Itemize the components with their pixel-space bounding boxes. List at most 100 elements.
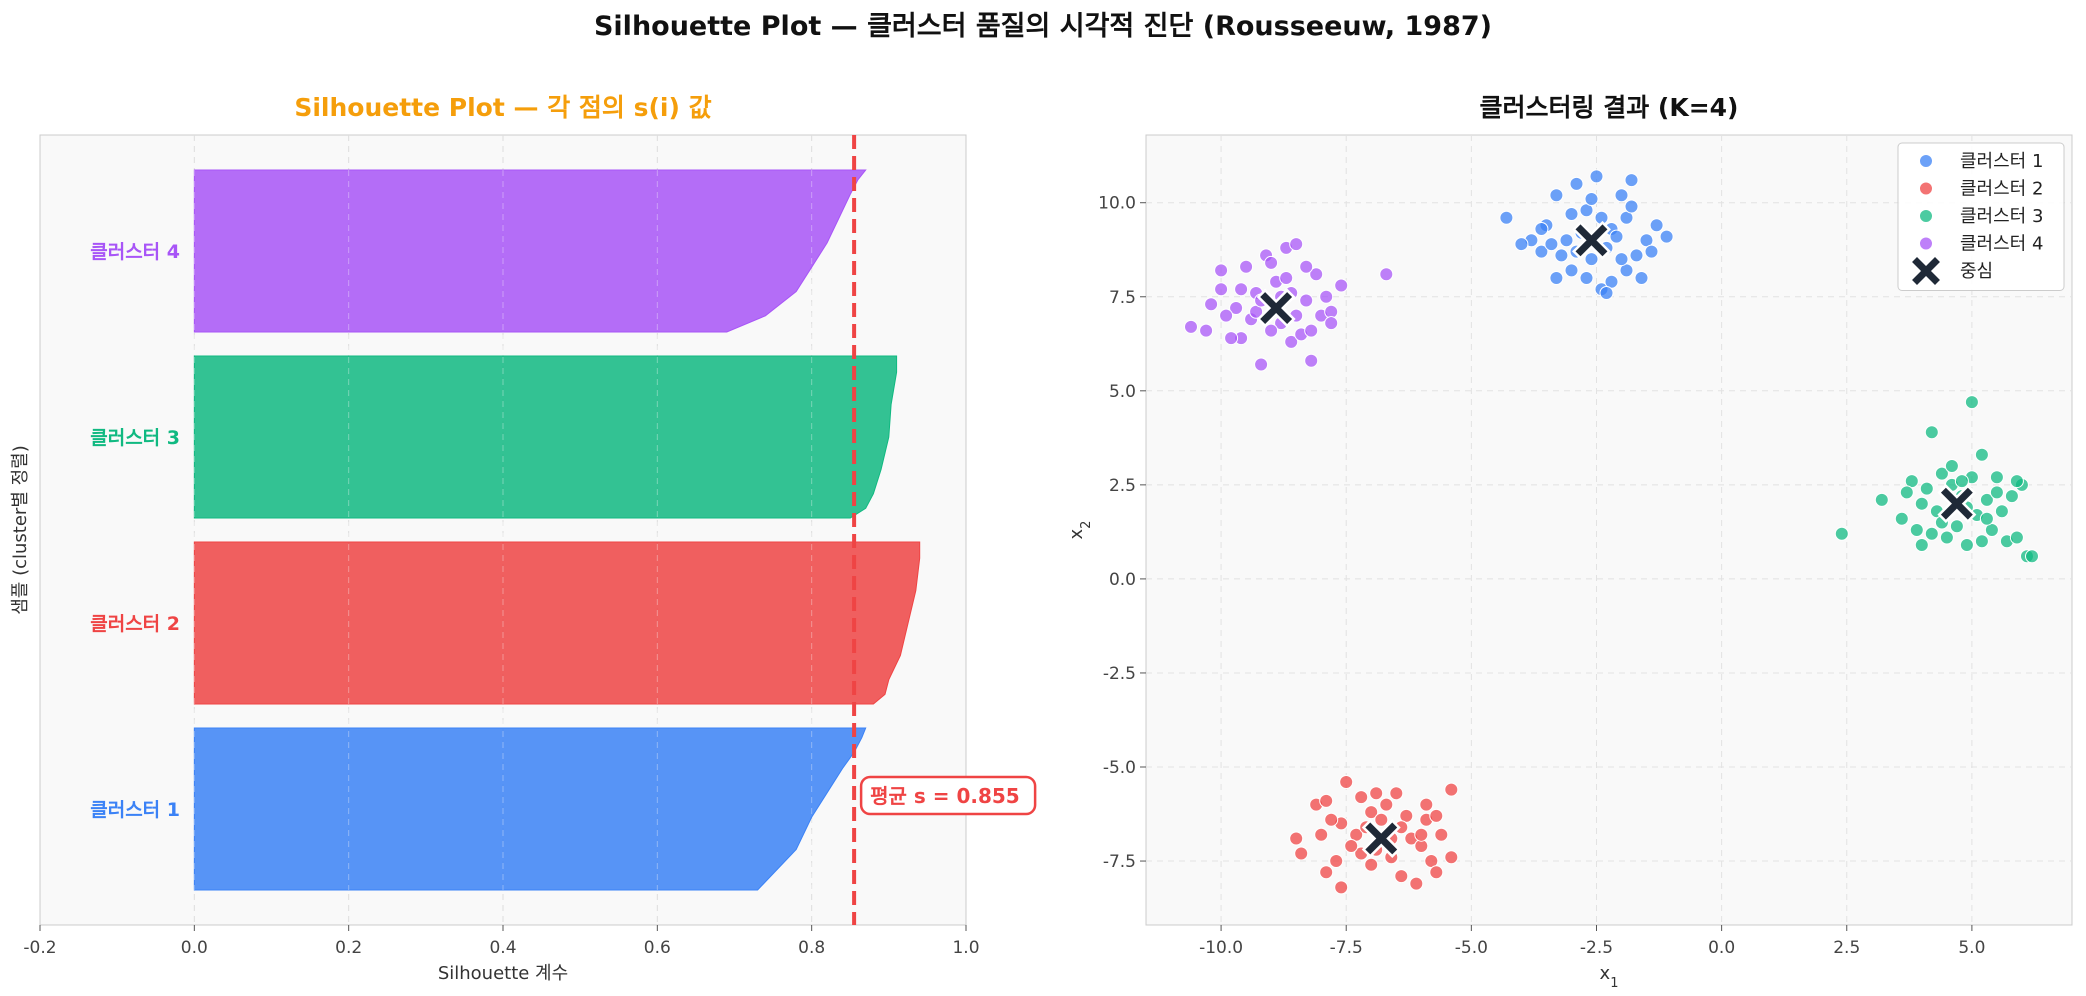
centroid-marker-cluster-3-mark — [1940, 487, 1973, 520]
scatter-y-label-sub: 2 — [1079, 521, 1094, 529]
scatter-point-cluster-3 — [2004, 489, 2019, 504]
scatter-point-cluster-4 — [1219, 308, 1234, 323]
silhouette-area-cluster-4 — [193, 169, 867, 333]
legend-label-cluster-3: 클러스터 3 — [1960, 206, 2043, 227]
scatter-point-cluster-3 — [1979, 511, 1994, 526]
scatter-point-cluster-4 — [1184, 319, 1198, 334]
silhouette-cluster-label-3: 클러스터 3 — [90, 427, 180, 449]
legend-label-cluster-4: 클러스터 4 — [1960, 234, 2043, 255]
legend-label-centroid: 중심 — [1960, 261, 1993, 282]
scatter-point-cluster-2 — [1319, 793, 1334, 808]
scatter-point-cluster-3 — [1979, 492, 1994, 507]
scatter-point-cluster-4 — [1309, 267, 1324, 282]
scatter-point-cluster-3 — [1874, 492, 1889, 507]
scatter-x-tick-label: 2.5 — [1833, 938, 1860, 958]
scatter-point-cluster-3 — [1949, 519, 1964, 534]
scatter-point-cluster-2 — [1394, 869, 1409, 884]
scatter-point-cluster-2 — [1354, 790, 1369, 805]
scatter-point-cluster-4 — [1214, 263, 1229, 278]
scatter-points — [1184, 169, 2039, 895]
scatter-point-cluster-3 — [1909, 523, 1924, 537]
scatter-point-cluster-1 — [1564, 207, 1579, 221]
centroid-marker-cluster-1-mark — [1575, 224, 1608, 257]
scatter-point-cluster-3 — [2009, 530, 2024, 545]
silhouette-title: Silhouette Plot — 각 점의 s(i) 값 — [294, 93, 711, 122]
scatter-point-cluster-2 — [1289, 831, 1304, 846]
silhouette-cluster-label-2: 클러스터 2 — [90, 613, 180, 635]
scatter-point-cluster-2 — [1444, 850, 1459, 865]
scatter-point-cluster-1 — [1629, 248, 1644, 263]
scatter-x-tick-label: 0.0 — [1708, 938, 1735, 958]
silhouette-x-tick-label: 0.2 — [335, 938, 362, 958]
scatter-point-cluster-1 — [1609, 229, 1624, 244]
scatter-x-tick-label: -5.0 — [1455, 938, 1488, 958]
silhouette-cluster-label-4: 클러스터 4 — [90, 241, 180, 263]
scatter-point-cluster-2 — [1334, 880, 1349, 895]
scatter-panel: 클러스터링 결과 (K=4) -10.0 -7.5 -5.0 -2.5 0.0 2.5 5.… — [1066, 93, 2073, 991]
scatter-point-cluster-3 — [1964, 395, 1979, 410]
scatter-point-cluster-4 — [1334, 278, 1349, 293]
scatter-point-cluster-2 — [1364, 805, 1379, 820]
centroid-marker-cluster-3 — [1937, 484, 1977, 524]
scatter-y-tick-label: 0.0 — [1109, 570, 1136, 590]
scatter-point-cluster-2 — [1329, 854, 1344, 868]
scatter-point-cluster-2 — [1294, 846, 1309, 861]
legend-marker-centroid-mark — [1912, 257, 1940, 285]
scatter-centroids — [1256, 220, 1977, 858]
scatter-x-tick-label: -10.0 — [1199, 938, 1243, 958]
scatter-point-cluster-1 — [1644, 244, 1659, 259]
scatter-ticks: -10.0 -7.5 -5.0 -2.5 0.0 2.5 5.0 -7.5 -5.0 -2.5 0.… — [1098, 194, 1985, 958]
scatter-point-cluster-1 — [1579, 271, 1594, 285]
legend-marker-cluster-1 — [1919, 154, 1933, 168]
centroid-marker-cluster-2 — [1361, 818, 1401, 858]
scatter-point-cluster-2 — [1379, 797, 1394, 812]
scatter-point-cluster-4 — [1284, 334, 1299, 349]
scatter-x-tick-label: -2.5 — [1580, 938, 1613, 958]
legend-marker-centroid — [1908, 253, 1944, 289]
legend-marker-cluster-3 — [1919, 209, 1933, 223]
scatter-point-cluster-2 — [1344, 839, 1359, 853]
silhouette-area-cluster-1 — [193, 727, 867, 891]
silhouette-x-tick-label: 0.8 — [798, 938, 825, 958]
scatter-point-cluster-4 — [1319, 289, 1334, 304]
scatter-y-tick-label: 7.5 — [1109, 288, 1136, 308]
centroid-marker-cluster-2-mark — [1365, 822, 1398, 855]
scatter-point-cluster-4 — [1234, 282, 1249, 297]
scatter-point-cluster-4 — [1299, 293, 1314, 308]
legend-label-cluster-2: 클러스터 2 — [1960, 179, 2043, 200]
scatter-point-cluster-3 — [1919, 481, 1934, 496]
silhouette-panel: Silhouette Plot — 각 점의 s(i) 값 -0.2 0.0 0.2… — [10, 93, 1037, 984]
scatter-point-cluster-1 — [1544, 237, 1559, 252]
silhouette-area-cluster-3 — [193, 355, 898, 519]
scatter-point-cluster-4 — [1379, 267, 1394, 282]
scatter-point-cluster-4 — [1224, 331, 1239, 346]
scatter-point-cluster-3 — [1989, 470, 2004, 485]
scatter-x-tick-label: 5.0 — [1958, 938, 1985, 958]
scatter-y-tick-label: -7.5 — [1103, 852, 1136, 872]
scatter-point-cluster-1 — [1624, 173, 1639, 188]
scatter-point-cluster-1 — [1584, 192, 1599, 206]
scatter-point-cluster-1 — [1634, 271, 1649, 285]
scatter-point-cluster-1 — [1614, 188, 1629, 203]
scatter-point-cluster-1 — [1624, 199, 1639, 214]
silhouette-x-tick-label: 0.0 — [181, 938, 208, 958]
scatter-point-cluster-4 — [1324, 316, 1339, 331]
mean-silhouette-box — [859, 775, 1037, 816]
scatter-y-tick-label: -2.5 — [1103, 664, 1136, 684]
scatter-point-cluster-2 — [1314, 827, 1329, 842]
scatter-point-cluster-1 — [1599, 286, 1614, 300]
scatter-point-cluster-3 — [1939, 530, 1954, 545]
scatter-point-cluster-3 — [1974, 534, 1989, 549]
scatter-point-cluster-4 — [1204, 297, 1219, 312]
scatter-point-cluster-4 — [1254, 357, 1269, 372]
scatter-point-cluster-2 — [1324, 812, 1339, 827]
scatter-point-cluster-1 — [1649, 218, 1664, 233]
scatter-point-cluster-2 — [1414, 827, 1429, 842]
scatter-point-cluster-3 — [1834, 526, 1849, 541]
legend-box — [1897, 142, 2065, 291]
scatter-point-cluster-1 — [1534, 244, 1549, 259]
silhouette-x-ticks: -0.2 0.0 0.2 0.4 0.6 0.8 1.0 — [23, 925, 980, 958]
scatter-point-cluster-2 — [1319, 865, 1334, 880]
scatter-y-tick-label: 10.0 — [1098, 194, 1136, 214]
scatter-point-cluster-4 — [1299, 259, 1314, 274]
